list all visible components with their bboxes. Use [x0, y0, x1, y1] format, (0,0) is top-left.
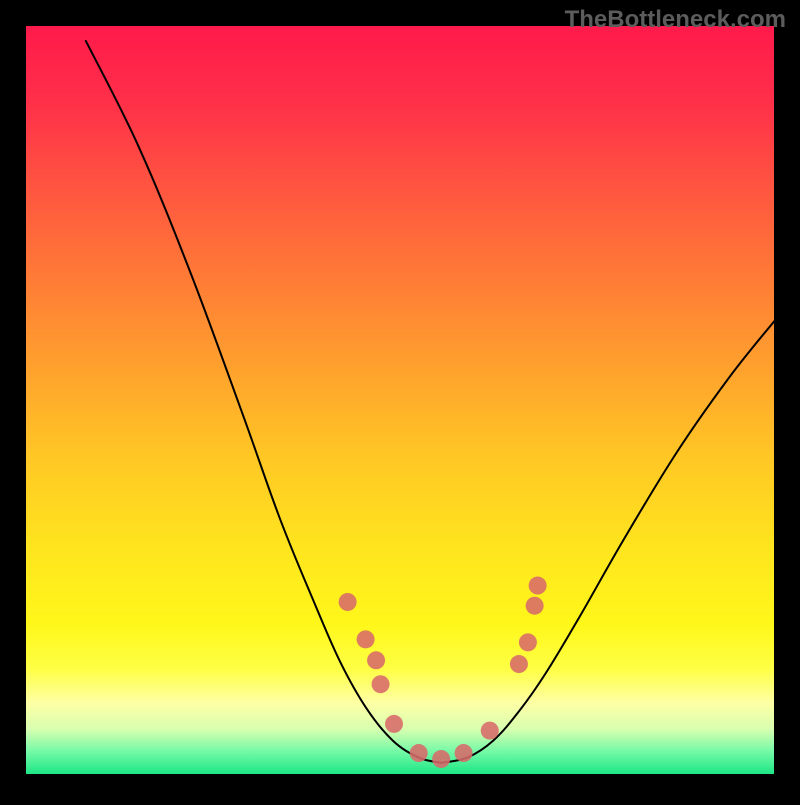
marker-point: [367, 651, 385, 669]
plot-gradient-area: [26, 26, 774, 774]
marker-point: [526, 597, 544, 615]
chart-canvas: TheBottleneck.com: [0, 0, 800, 800]
marker-point: [385, 715, 403, 733]
marker-point: [510, 655, 528, 673]
marker-point: [455, 744, 473, 762]
marker-point: [481, 722, 499, 740]
marker-point: [519, 633, 537, 651]
marker-point: [410, 744, 428, 762]
chart-svg: [0, 0, 800, 800]
marker-point: [432, 750, 450, 768]
watermark-text: TheBottleneck.com: [565, 6, 786, 34]
marker-point: [339, 593, 357, 611]
marker-point: [529, 577, 547, 595]
marker-point: [357, 630, 375, 648]
marker-point: [372, 675, 390, 693]
